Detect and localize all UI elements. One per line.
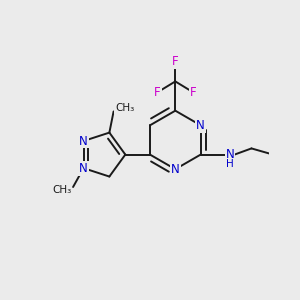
Text: N: N bbox=[171, 163, 180, 176]
Text: N: N bbox=[226, 148, 234, 161]
Text: N: N bbox=[79, 162, 88, 175]
Text: N: N bbox=[196, 119, 205, 132]
Text: F: F bbox=[190, 86, 196, 99]
Text: CH₃: CH₃ bbox=[52, 185, 71, 195]
Text: CH₃: CH₃ bbox=[115, 103, 134, 113]
Text: F: F bbox=[154, 86, 161, 99]
Text: H: H bbox=[226, 159, 234, 169]
Text: F: F bbox=[172, 55, 178, 68]
Text: N: N bbox=[79, 134, 88, 148]
